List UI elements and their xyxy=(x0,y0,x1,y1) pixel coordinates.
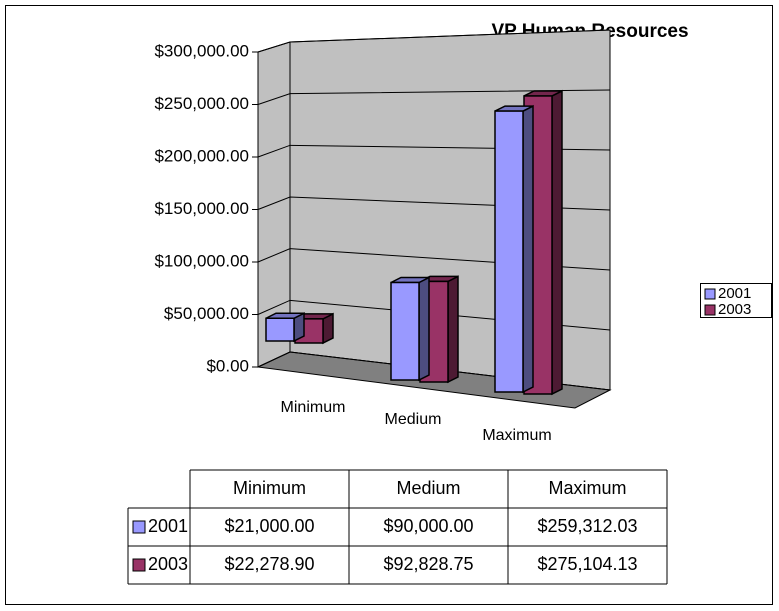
table-legend-key xyxy=(132,520,146,534)
table-row-label: 2001 xyxy=(148,516,188,536)
bar xyxy=(390,281,420,381)
table-legend-key xyxy=(132,558,146,572)
legend-label: 2003 xyxy=(718,301,751,318)
x-tick-label: Medium xyxy=(385,411,442,428)
bar-side xyxy=(447,275,459,384)
legend-label: 2001 xyxy=(718,285,751,302)
y-tick-label: $50,000.00 xyxy=(164,304,249,323)
bar-side xyxy=(551,89,563,396)
table-header: Medium xyxy=(396,478,460,498)
table-cell: $259,312.03 xyxy=(537,516,637,536)
grid-line xyxy=(257,89,611,105)
bar-side xyxy=(522,104,534,394)
table-cell: $92,828.75 xyxy=(383,554,473,574)
legend-key xyxy=(704,288,716,300)
legend-key xyxy=(704,304,716,316)
table-cell: $22,278.90 xyxy=(224,554,314,574)
x-tick-label: Minimum xyxy=(281,399,346,416)
table-row-label: 2003 xyxy=(148,554,188,574)
bar xyxy=(265,317,295,342)
table-cell: $90,000.00 xyxy=(383,516,473,536)
y-tick-label: $200,000.00 xyxy=(154,146,249,165)
grid-line xyxy=(257,29,611,53)
table-cell: $275,104.13 xyxy=(537,554,637,574)
table-cell: $21,000.00 xyxy=(224,516,314,536)
y-tick-label: $300,000.00 xyxy=(154,41,249,60)
y-tick-label: $250,000.00 xyxy=(154,94,249,113)
table-header: Minimum xyxy=(233,478,306,498)
x-tick-label: Maximum xyxy=(482,427,551,444)
y-tick-label: $150,000.00 xyxy=(154,199,249,218)
table-header: Maximum xyxy=(548,478,626,498)
bar xyxy=(494,110,524,393)
bar-side xyxy=(418,276,430,382)
y-tick-label: $100,000.00 xyxy=(154,251,249,270)
y-tick-label: $0.00 xyxy=(206,356,249,375)
